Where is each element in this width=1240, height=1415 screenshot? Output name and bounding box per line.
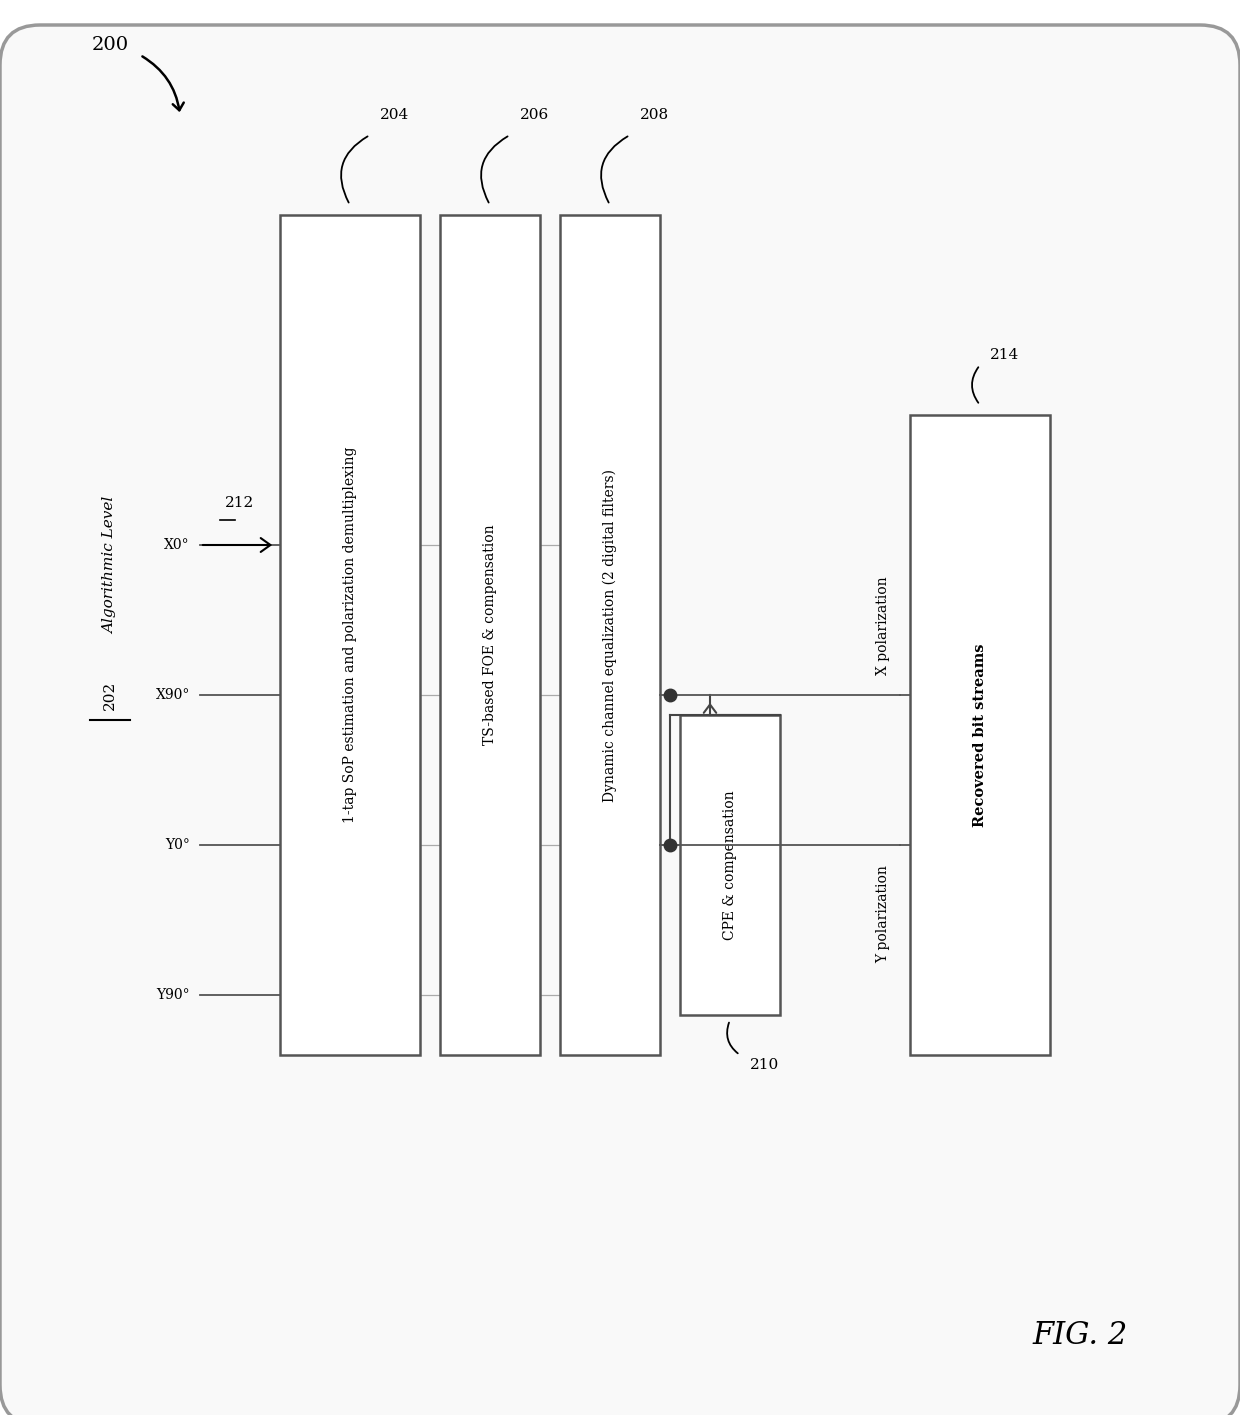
Text: 214: 214 [990, 348, 1019, 362]
Text: Y polarization: Y polarization [875, 865, 890, 962]
Text: Y90°: Y90° [156, 988, 190, 1002]
FancyBboxPatch shape [0, 25, 1240, 1415]
Text: Y0°: Y0° [165, 838, 190, 852]
Text: 208: 208 [640, 108, 670, 122]
Text: CPE & compensation: CPE & compensation [723, 790, 737, 940]
FancyBboxPatch shape [280, 215, 420, 1056]
Text: Dynamic channel equalization (2 digital filters): Dynamic channel equalization (2 digital … [603, 468, 618, 801]
Text: 202: 202 [103, 681, 117, 710]
Text: 1-tap SoP estimation and polarization demultiplexing: 1-tap SoP estimation and polarization de… [343, 447, 357, 824]
Text: TS-based FOE & compensation: TS-based FOE & compensation [484, 525, 497, 746]
FancyBboxPatch shape [910, 415, 1050, 1056]
Text: 204: 204 [379, 108, 409, 122]
Text: X polarization: X polarization [875, 576, 890, 675]
Text: Recovered bit streams: Recovered bit streams [973, 644, 987, 826]
Text: FIG. 2: FIG. 2 [1033, 1320, 1127, 1350]
Text: X0°: X0° [165, 538, 190, 552]
FancyBboxPatch shape [560, 215, 660, 1056]
Text: Algorithmic Level: Algorithmic Level [103, 497, 117, 634]
FancyBboxPatch shape [440, 215, 539, 1056]
FancyBboxPatch shape [680, 715, 780, 1015]
Text: 212: 212 [226, 497, 254, 509]
Text: 200: 200 [92, 35, 129, 54]
Text: 210: 210 [750, 1058, 779, 1073]
Text: 206: 206 [520, 108, 549, 122]
Text: X90°: X90° [156, 688, 190, 702]
